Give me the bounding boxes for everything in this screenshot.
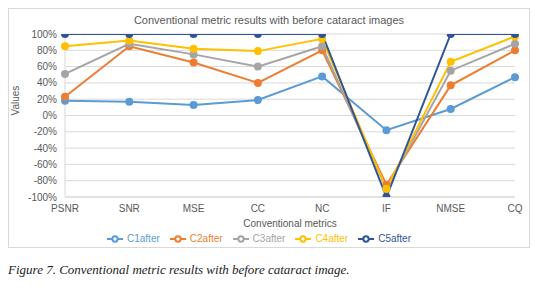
svg-text:80%: 80% bbox=[37, 45, 57, 56]
svg-text:MSE: MSE bbox=[183, 203, 205, 214]
html-text:Conventional metric results wi: Conventional metric results with before … bbox=[133, 14, 405, 26]
svg-text:-60%: -60% bbox=[34, 159, 57, 170]
svg-text:Values: Values bbox=[10, 86, 21, 116]
svg-text:NC: NC bbox=[315, 203, 329, 214]
svg-text:-100%: -100% bbox=[28, 192, 57, 203]
html-text:C2after: C2after bbox=[189, 232, 223, 244]
svg-text:0%: 0% bbox=[43, 110, 58, 121]
svg-text:40%: 40% bbox=[37, 77, 57, 88]
svg-text:SNR: SNR bbox=[119, 203, 140, 214]
html-text:C1after: C1after bbox=[127, 232, 160, 244]
svg-text:CC: CC bbox=[251, 203, 265, 214]
svg-text:100%: 100% bbox=[31, 30, 57, 40]
svg-text:-40%: -40% bbox=[34, 143, 57, 154]
svg-text:20%: 20% bbox=[37, 94, 57, 105]
svg-text:-20%: -20% bbox=[34, 126, 57, 137]
html-text:C4after: C4after bbox=[315, 232, 349, 244]
html-text:C3after: C3after bbox=[252, 232, 286, 244]
svg-text:-80%: -80% bbox=[34, 175, 57, 186]
svg-text:IF: IF bbox=[382, 203, 391, 214]
html-text:C5after: C5after bbox=[378, 232, 411, 244]
svg-text:CQ: CQ bbox=[508, 203, 523, 214]
svg-text:60%: 60% bbox=[37, 61, 57, 72]
svg-text:PSNR: PSNR bbox=[51, 203, 79, 214]
html-text:Figure 7. Conventional metric: Figure 7. Conventional metric results wi… bbox=[8, 262, 350, 277]
svg-text:NMSE: NMSE bbox=[436, 203, 465, 214]
svg-text:Conventional metrics: Conventional metrics bbox=[243, 218, 336, 229]
